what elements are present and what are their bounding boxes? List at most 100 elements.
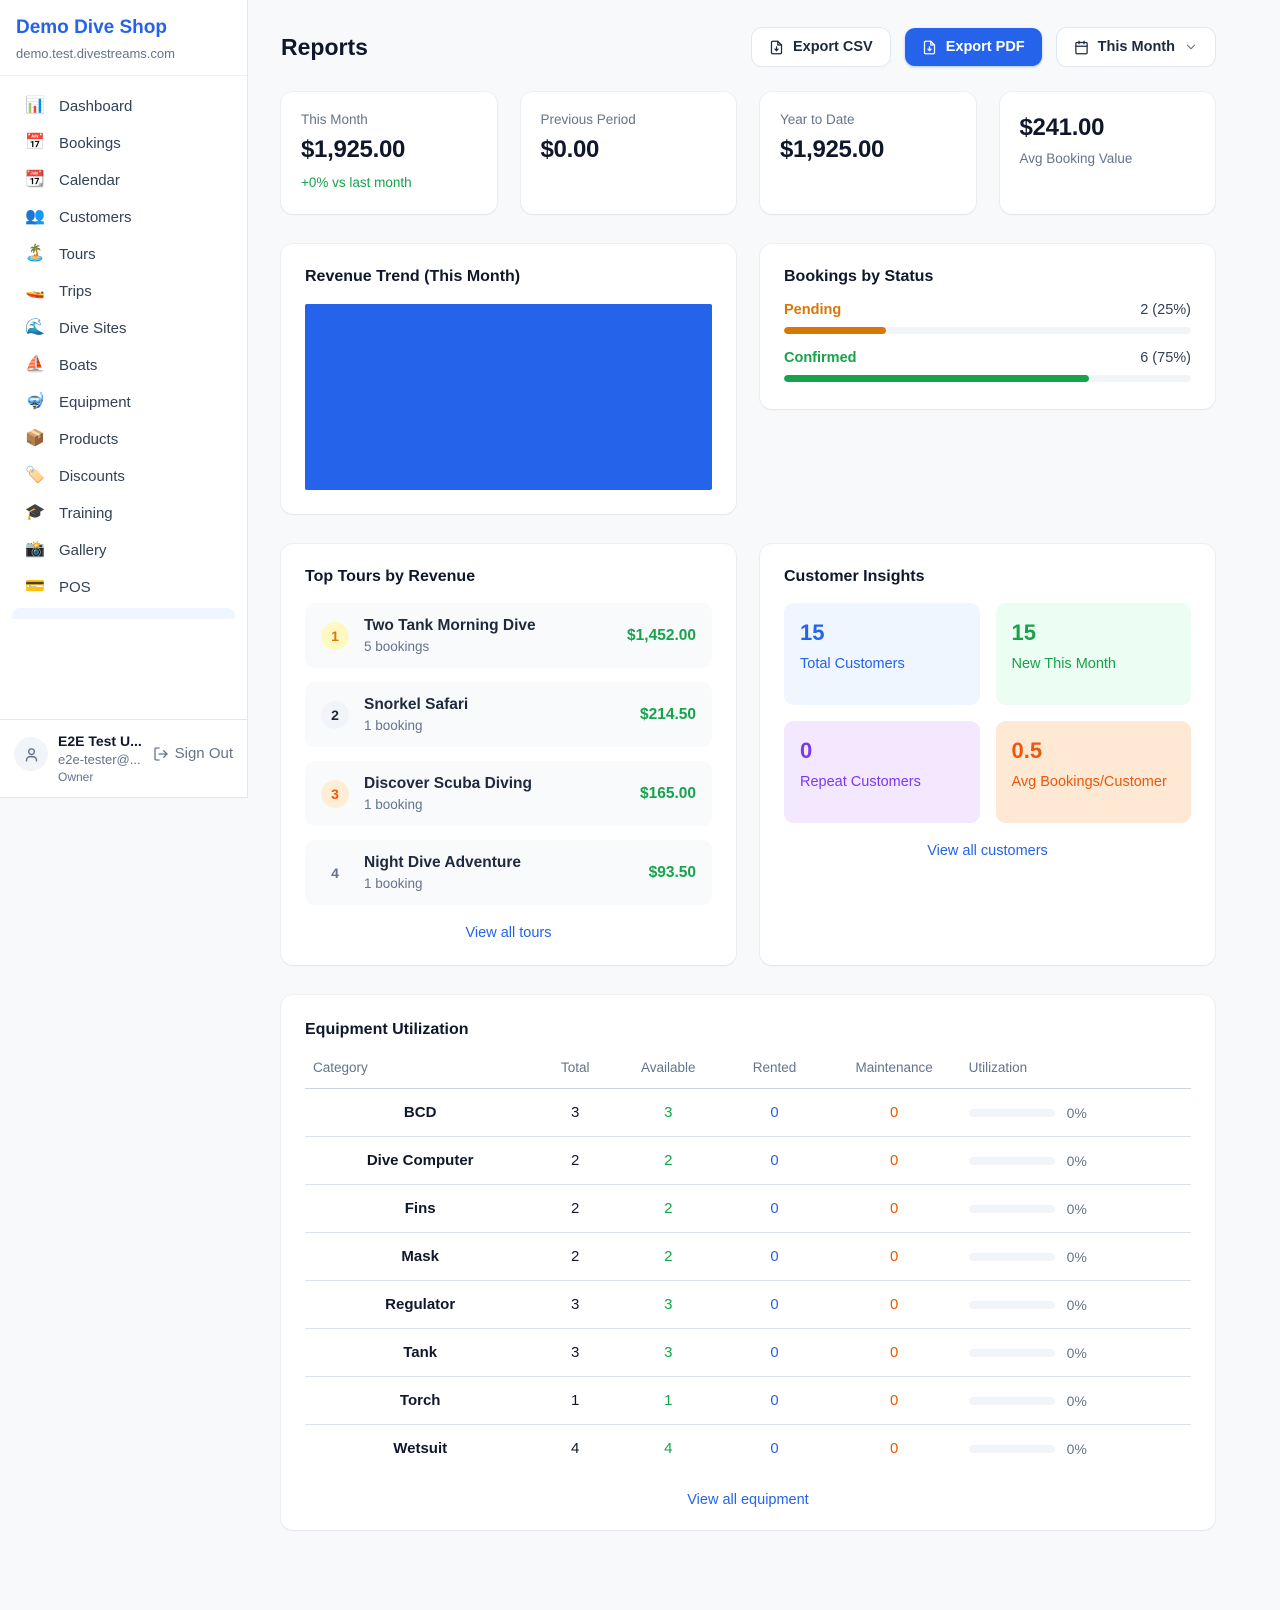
tour-bookings: 1 booking bbox=[364, 797, 423, 812]
column-header-total: Total bbox=[535, 1045, 616, 1089]
column-header-rented: Rented bbox=[721, 1045, 828, 1089]
cell-rented: 0 bbox=[721, 1136, 828, 1185]
table-row: Tank 3 3 0 0 0% bbox=[305, 1328, 1191, 1377]
sidebar: Demo Dive Shop demo.test.divestreams.com… bbox=[0, 0, 248, 798]
utilization-percent: 0% bbox=[1066, 1344, 1087, 1361]
view-all-equipment-link[interactable]: View all equipment bbox=[687, 1492, 809, 1508]
cell-maintenance: 0 bbox=[827, 1088, 961, 1137]
user-role: Owner bbox=[58, 770, 94, 784]
tile-total-customers: 15 Total Customers bbox=[784, 603, 980, 705]
cell-rented: 0 bbox=[721, 1376, 828, 1425]
sidebar-item-calendar[interactable]: 📆 Calendar bbox=[12, 162, 235, 199]
sidebar-item-discounts[interactable]: 🏷️ Discounts bbox=[12, 458, 235, 495]
export-pdf-button[interactable]: Export PDF bbox=[904, 28, 1042, 66]
export-csv-button[interactable]: Export CSV bbox=[751, 28, 890, 66]
utilization-bar bbox=[968, 1396, 1055, 1405]
sidebar-item-label: Gallery bbox=[59, 541, 107, 559]
utilization-percent: 0% bbox=[1066, 1104, 1087, 1121]
cell-rented: 0 bbox=[721, 1184, 828, 1233]
sidebar-user-footer: E2E Test U... e2e-tester@... Owner Sign … bbox=[0, 719, 247, 797]
sidebar-item-label: POS bbox=[59, 578, 91, 596]
cell-utilization: 0% bbox=[960, 1136, 1191, 1185]
bookings-by-status-card: Bookings by Status Pending 2 (25%) Confi… bbox=[760, 244, 1215, 409]
cell-utilization: 0% bbox=[960, 1088, 1191, 1137]
sign-out-button[interactable]: Sign Out bbox=[153, 745, 233, 762]
sidebar-item-dive-sites[interactable]: 🌊 Dive Sites bbox=[12, 310, 235, 347]
sidebar-item-label: Training bbox=[59, 504, 113, 522]
sidebar-item-dashboard[interactable]: 📊 Dashboard bbox=[12, 88, 235, 125]
cell-rented: 0 bbox=[721, 1280, 828, 1329]
column-header-utilization: Utilization bbox=[960, 1045, 1191, 1089]
diving-mask-icon: 🤿 bbox=[25, 393, 45, 411]
stat-card-previous-period: Previous Period $0.00 bbox=[520, 92, 736, 214]
sidebar-item-label: Trips bbox=[59, 282, 92, 300]
sidebar-item-customers[interactable]: 👥 Customers bbox=[12, 199, 235, 236]
calendar-icon bbox=[1074, 40, 1088, 54]
utilization-percent: 0% bbox=[1066, 1200, 1087, 1217]
island-icon: 🏝️ bbox=[25, 245, 45, 263]
utilization-bar bbox=[968, 1108, 1055, 1117]
sidebar-item-label: Tours bbox=[59, 245, 96, 263]
cell-available: 2 bbox=[615, 1232, 722, 1281]
sidebar-item-pos[interactable]: 💳 POS bbox=[12, 569, 235, 606]
cell-total: 1 bbox=[535, 1376, 616, 1425]
cell-available: 2 bbox=[615, 1184, 722, 1233]
sidebar-item-selected-partial[interactable] bbox=[12, 607, 235, 619]
utilization-bar bbox=[968, 1252, 1055, 1261]
sidebar-item-equipment[interactable]: 🤿 Equipment bbox=[12, 384, 235, 421]
sidebar-item-tours[interactable]: 🏝️ Tours bbox=[12, 236, 235, 273]
sidebar-item-label: Dive Sites bbox=[59, 319, 127, 337]
cell-total: 2 bbox=[535, 1184, 616, 1233]
tour-name: Two Tank Morning Dive bbox=[364, 617, 536, 634]
tour-name: Snorkel Safari bbox=[364, 696, 469, 713]
sidebar-item-label: Products bbox=[59, 430, 119, 448]
tile-value: 0 bbox=[800, 738, 813, 763]
calendar-date-icon: 📅 bbox=[25, 134, 45, 152]
log-out-icon bbox=[153, 746, 168, 761]
equipment-utilization-title: Equipment Utilization bbox=[305, 1021, 469, 1038]
stat-label: This Month bbox=[301, 112, 368, 127]
view-all-tours-link[interactable]: View all tours bbox=[465, 925, 552, 941]
stat-value: $1,925.00 bbox=[301, 136, 406, 163]
stat-label: Avg Booking Value bbox=[1019, 151, 1133, 166]
sidebar-item-trips[interactable]: 🚤 Trips bbox=[12, 273, 235, 310]
sidebar-item-products[interactable]: 📦 Products bbox=[12, 421, 235, 458]
tour-revenue: $93.50 bbox=[648, 863, 696, 881]
cell-category: Dive Computer bbox=[305, 1136, 536, 1185]
cell-category: Wetsuit bbox=[393, 1440, 448, 1457]
list-item: 4 Night Dive Adventure 1 booking $93.50 bbox=[305, 840, 712, 905]
stat-value: $1,925.00 bbox=[780, 136, 885, 163]
sidebar-item-gallery[interactable]: 📸 Gallery bbox=[12, 532, 235, 569]
cell-maintenance: 0 bbox=[889, 1440, 899, 1457]
page-header: Reports Export CSV Export PDF This Month bbox=[281, 28, 1215, 66]
user-email: e2e-tester@... bbox=[58, 752, 141, 767]
charts-row: Revenue Trend (This Month) Bookings by S… bbox=[281, 244, 1215, 514]
insight-tiles: 15 Total Customers 15 New This Month 0 R… bbox=[784, 603, 1191, 823]
cell-available: 3 bbox=[615, 1280, 722, 1329]
tile-label: Repeat Customers bbox=[800, 774, 921, 790]
customer-insights-card: Customer Insights 15 Total Customers 15 … bbox=[760, 544, 1215, 965]
cell-total: 2 bbox=[535, 1232, 616, 1281]
utilization-percent: 0% bbox=[1066, 1392, 1087, 1409]
sidebar-item-bookings[interactable]: 📅 Bookings bbox=[12, 125, 235, 162]
cell-utilization: 0% bbox=[960, 1328, 1191, 1377]
file-download-icon bbox=[770, 40, 783, 54]
sidebar-item-boats[interactable]: ⛵ Boats bbox=[12, 347, 235, 384]
status-progress-bar bbox=[784, 327, 1191, 334]
equipment-table: Category Total Available Rented Maintena… bbox=[305, 1045, 1191, 1472]
stat-label: Previous Period bbox=[540, 112, 636, 127]
cell-total: 3 bbox=[535, 1088, 616, 1137]
graduation-cap-icon: 🎓 bbox=[25, 504, 45, 522]
table-row: Regulator 3 3 0 0 0% bbox=[305, 1280, 1191, 1329]
utilization-percent: 0% bbox=[1066, 1296, 1087, 1313]
cell-category: Fins bbox=[305, 1184, 536, 1233]
view-all-customers-link[interactable]: View all customers bbox=[927, 843, 1048, 859]
period-dropdown[interactable]: This Month bbox=[1056, 28, 1215, 66]
cell-utilization: 0% bbox=[960, 1232, 1191, 1281]
stat-value: $241.00 bbox=[1019, 114, 1105, 141]
insights-row: Top Tours by Revenue 1 Two Tank Morning … bbox=[281, 544, 1215, 965]
sidebar-item-training[interactable]: 🎓 Training bbox=[12, 495, 235, 532]
table-row: Torch 1 1 0 0 0% bbox=[305, 1376, 1191, 1425]
file-download-icon bbox=[923, 40, 935, 54]
cell-total: 2 bbox=[535, 1136, 616, 1185]
